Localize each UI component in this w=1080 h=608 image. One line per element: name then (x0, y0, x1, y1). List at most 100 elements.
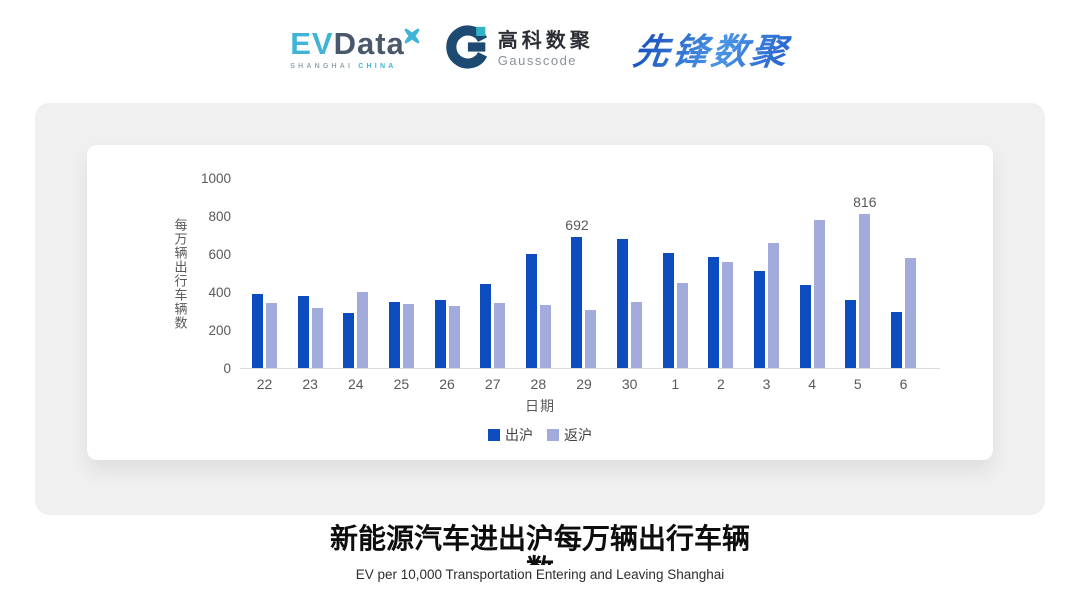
legend: 出沪 返沪 (87, 425, 993, 445)
bar-group (388, 179, 414, 368)
chart-card: 每万辆出行车辆数 0 200 400 600 800 1000 692 816 22 23 24… (87, 145, 993, 460)
bar-group: 692 (565, 179, 597, 368)
bar-返沪 (722, 261, 734, 368)
bar-group (708, 179, 734, 368)
evdata-shanghai-text: SHANGHAI (290, 63, 354, 70)
report-panel: 每万辆出行车辆数 0 200 400 600 800 1000 692 816 22 23 24… (35, 103, 1045, 515)
bar-group (525, 179, 551, 368)
x-tick-label: 23 (302, 376, 318, 392)
legend-swatch-icon (488, 429, 500, 441)
legend-item-返沪: 返沪 (547, 425, 592, 445)
x-tick-label: 1 (671, 376, 680, 392)
bar-出沪 (252, 294, 263, 368)
bar-出沪 (388, 302, 400, 368)
bar-group (434, 179, 460, 368)
bar-返沪 (494, 302, 506, 368)
x-tick-label: 6 (899, 376, 908, 392)
bar-返沪 (357, 292, 369, 368)
bar-返沪: 816 (853, 194, 877, 368)
x-tick-label: 26 (439, 376, 455, 392)
y-tick-label: 1000 (200, 171, 231, 186)
gausscode-g-icon (445, 25, 489, 74)
bar-出沪 (845, 300, 857, 368)
bar-出沪 (890, 311, 902, 368)
bar-出沪 (434, 300, 446, 368)
x-tick-label: 3 (762, 376, 771, 392)
x-tick-label: 25 (393, 376, 410, 392)
bar-返沪 (266, 303, 277, 368)
y-tick-label: 400 (208, 285, 231, 300)
bar-group (480, 179, 506, 368)
gausscode-en-text: Gausscode (497, 52, 578, 68)
bar-group (297, 179, 323, 368)
bar-返沪 (402, 303, 414, 368)
evdata-subtext: SHANGHAI CHINA (290, 63, 396, 70)
evdata-logo: EVData SHANGHAI CHINA (290, 26, 420, 70)
evdata-wordmark: EVData (290, 26, 420, 61)
x-tick-label: 30 (621, 376, 638, 392)
legend-item-出沪: 出沪 (488, 425, 533, 445)
x-tick-label: 28 (530, 376, 547, 392)
legend-label: 返沪 (564, 427, 592, 443)
bar-group (252, 179, 277, 368)
bar-出沪: 692 (565, 217, 589, 368)
bar-value-label: 692 (565, 217, 589, 234)
bar-出沪 (662, 253, 674, 368)
chart-subtitle: EV per 10,000 Transportation Entering an… (355, 567, 725, 582)
bar-返沪 (904, 257, 916, 368)
x-tick-label: 5 (853, 376, 862, 392)
evdata-data-text: Data (333, 26, 405, 61)
chart-title: 新能源汽车进出沪每万辆出行车辆 数 (0, 523, 1080, 565)
evdata-sparkle-icon (401, 21, 423, 53)
bar-出沪 (480, 283, 492, 368)
y-tick-label: 800 (208, 209, 231, 224)
gausscode-logo: 高科数聚 Gausscode (445, 25, 594, 74)
bar-返沪 (585, 309, 597, 368)
gausscode-cn-text: 高科数聚 (497, 29, 594, 52)
legend-swatch-icon (547, 429, 559, 441)
bar-返沪 (311, 307, 323, 368)
bar-出沪 (297, 296, 309, 368)
pioneer-logo: 先锋数聚 (630, 23, 793, 75)
bar-返沪 (448, 306, 460, 368)
y-tick-label: 0 (223, 361, 231, 376)
bar-返沪 (631, 301, 643, 368)
bar-group (617, 179, 643, 368)
x-tick-label: 24 (347, 376, 364, 392)
bar-返沪 (539, 304, 551, 368)
bar-返沪 (768, 243, 780, 368)
x-axis-ticks: 22 23 24 25 26 27 28 29 30 1 2 3 4 5 6 (240, 376, 940, 392)
bar-出沪 (754, 270, 766, 368)
bar-group (754, 179, 780, 368)
bar-group (343, 179, 369, 368)
bar-出沪 (799, 284, 811, 368)
logo-bar: EVData SHANGHAI CHINA 高科 (0, 16, 1080, 82)
bar-出沪 (525, 253, 537, 368)
x-tick-label: 29 (576, 376, 592, 392)
x-tick-label: 27 (484, 376, 501, 392)
x-tick-label: 22 (256, 376, 273, 392)
bar-返沪 (676, 282, 688, 368)
bar-group (890, 179, 916, 368)
evdata-ev-text: EV (290, 26, 334, 61)
x-tick-label: 2 (717, 376, 725, 392)
y-tick-label: 200 (208, 323, 231, 338)
plot-area: 692 816 (240, 179, 940, 369)
evdata-china-text: CHINA (358, 63, 397, 70)
bar-value-label: 816 (853, 193, 877, 210)
y-tick-label: 600 (208, 247, 231, 262)
bar-返沪 (813, 219, 825, 368)
bar-group: 816 (845, 179, 877, 368)
x-tick-label: 4 (808, 376, 817, 392)
bar-出沪 (617, 239, 629, 368)
chart-title-line1: 新能源汽车进出沪每万辆出行车辆 (329, 523, 750, 554)
bar-出沪 (708, 257, 720, 368)
chart-title-line2-clipped: 数 (0, 554, 1080, 565)
y-axis-ticks: 0 200 400 600 800 1000 (187, 145, 231, 405)
y-axis-title: 每万辆出行车辆数 (172, 218, 188, 330)
x-axis-title: 日期 (525, 398, 555, 414)
bar-group (662, 179, 688, 368)
bar-出沪 (343, 312, 355, 368)
bar-group (799, 179, 825, 368)
legend-label: 出沪 (505, 427, 533, 443)
